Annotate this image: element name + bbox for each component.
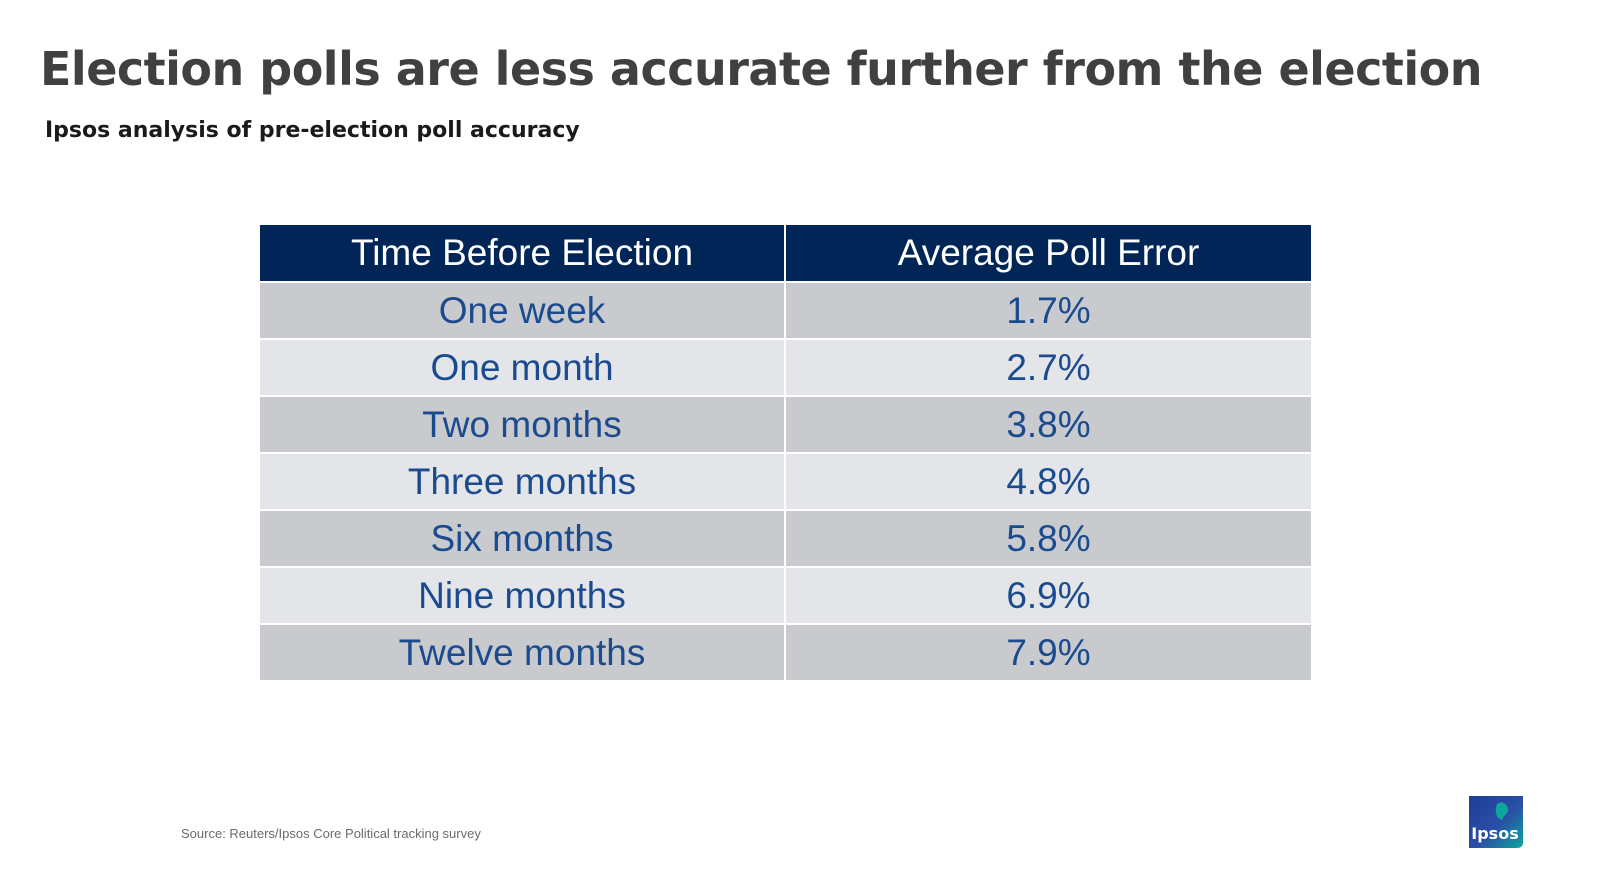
cell-time-before-election: One week bbox=[258, 281, 786, 340]
cell-average-poll-error: 5.8% bbox=[784, 509, 1313, 568]
table-header-row: Time Before Election Average Poll Error bbox=[258, 223, 1313, 283]
table-row: Six months 5.8% bbox=[258, 509, 1313, 568]
source-note: Source: Reuters/Ipsos Core Political tra… bbox=[181, 826, 481, 841]
table-body: One week 1.7% One month 2.7% Two months 3.8% T… bbox=[258, 281, 1313, 682]
logo-wordmark: Ipsos bbox=[1471, 824, 1518, 843]
ipsos-logo: Ipsos bbox=[1467, 796, 1523, 848]
table-row: Twelve months 7.9% bbox=[258, 623, 1313, 682]
cell-time-before-election: Six months bbox=[258, 509, 786, 568]
poll-error-table-container: Time Before Election Average Poll Error … bbox=[258, 223, 1313, 682]
cell-average-poll-error: 1.7% bbox=[784, 281, 1313, 340]
table-row: Three months 4.8% bbox=[258, 452, 1313, 511]
poll-error-table: Time Before Election Average Poll Error … bbox=[258, 223, 1313, 682]
table-row: One week 1.7% bbox=[258, 281, 1313, 340]
column-header-time: Time Before Election bbox=[258, 223, 786, 283]
table-row: Nine months 6.9% bbox=[258, 566, 1313, 625]
column-header-error: Average Poll Error bbox=[784, 223, 1313, 283]
page-title: Election polls are less accurate further… bbox=[40, 42, 1483, 96]
table-row: One month 2.7% bbox=[258, 338, 1313, 397]
cell-average-poll-error: 7.9% bbox=[784, 623, 1313, 682]
cell-time-before-election: Nine months bbox=[258, 566, 786, 625]
cell-average-poll-error: 4.8% bbox=[784, 452, 1313, 511]
cell-average-poll-error: 3.8% bbox=[784, 395, 1313, 454]
table-row: Two months 3.8% bbox=[258, 395, 1313, 454]
cell-average-poll-error: 2.7% bbox=[784, 338, 1313, 397]
cell-average-poll-error: 6.9% bbox=[784, 566, 1313, 625]
cell-time-before-election: Two months bbox=[258, 395, 786, 454]
cell-time-before-election: Twelve months bbox=[258, 623, 786, 682]
cell-time-before-election: One month bbox=[258, 338, 786, 397]
page-subtitle: Ipsos analysis of pre-election poll accu… bbox=[45, 118, 580, 143]
cell-time-before-election: Three months bbox=[258, 452, 786, 511]
